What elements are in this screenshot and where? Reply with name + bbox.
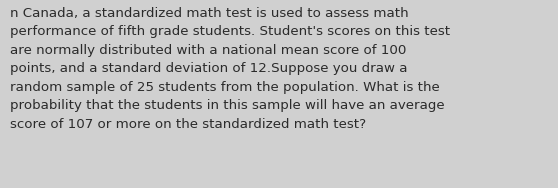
Text: n Canada, a standardized math test is used to assess math
performance of fifth g: n Canada, a standardized math test is us… bbox=[10, 7, 450, 131]
